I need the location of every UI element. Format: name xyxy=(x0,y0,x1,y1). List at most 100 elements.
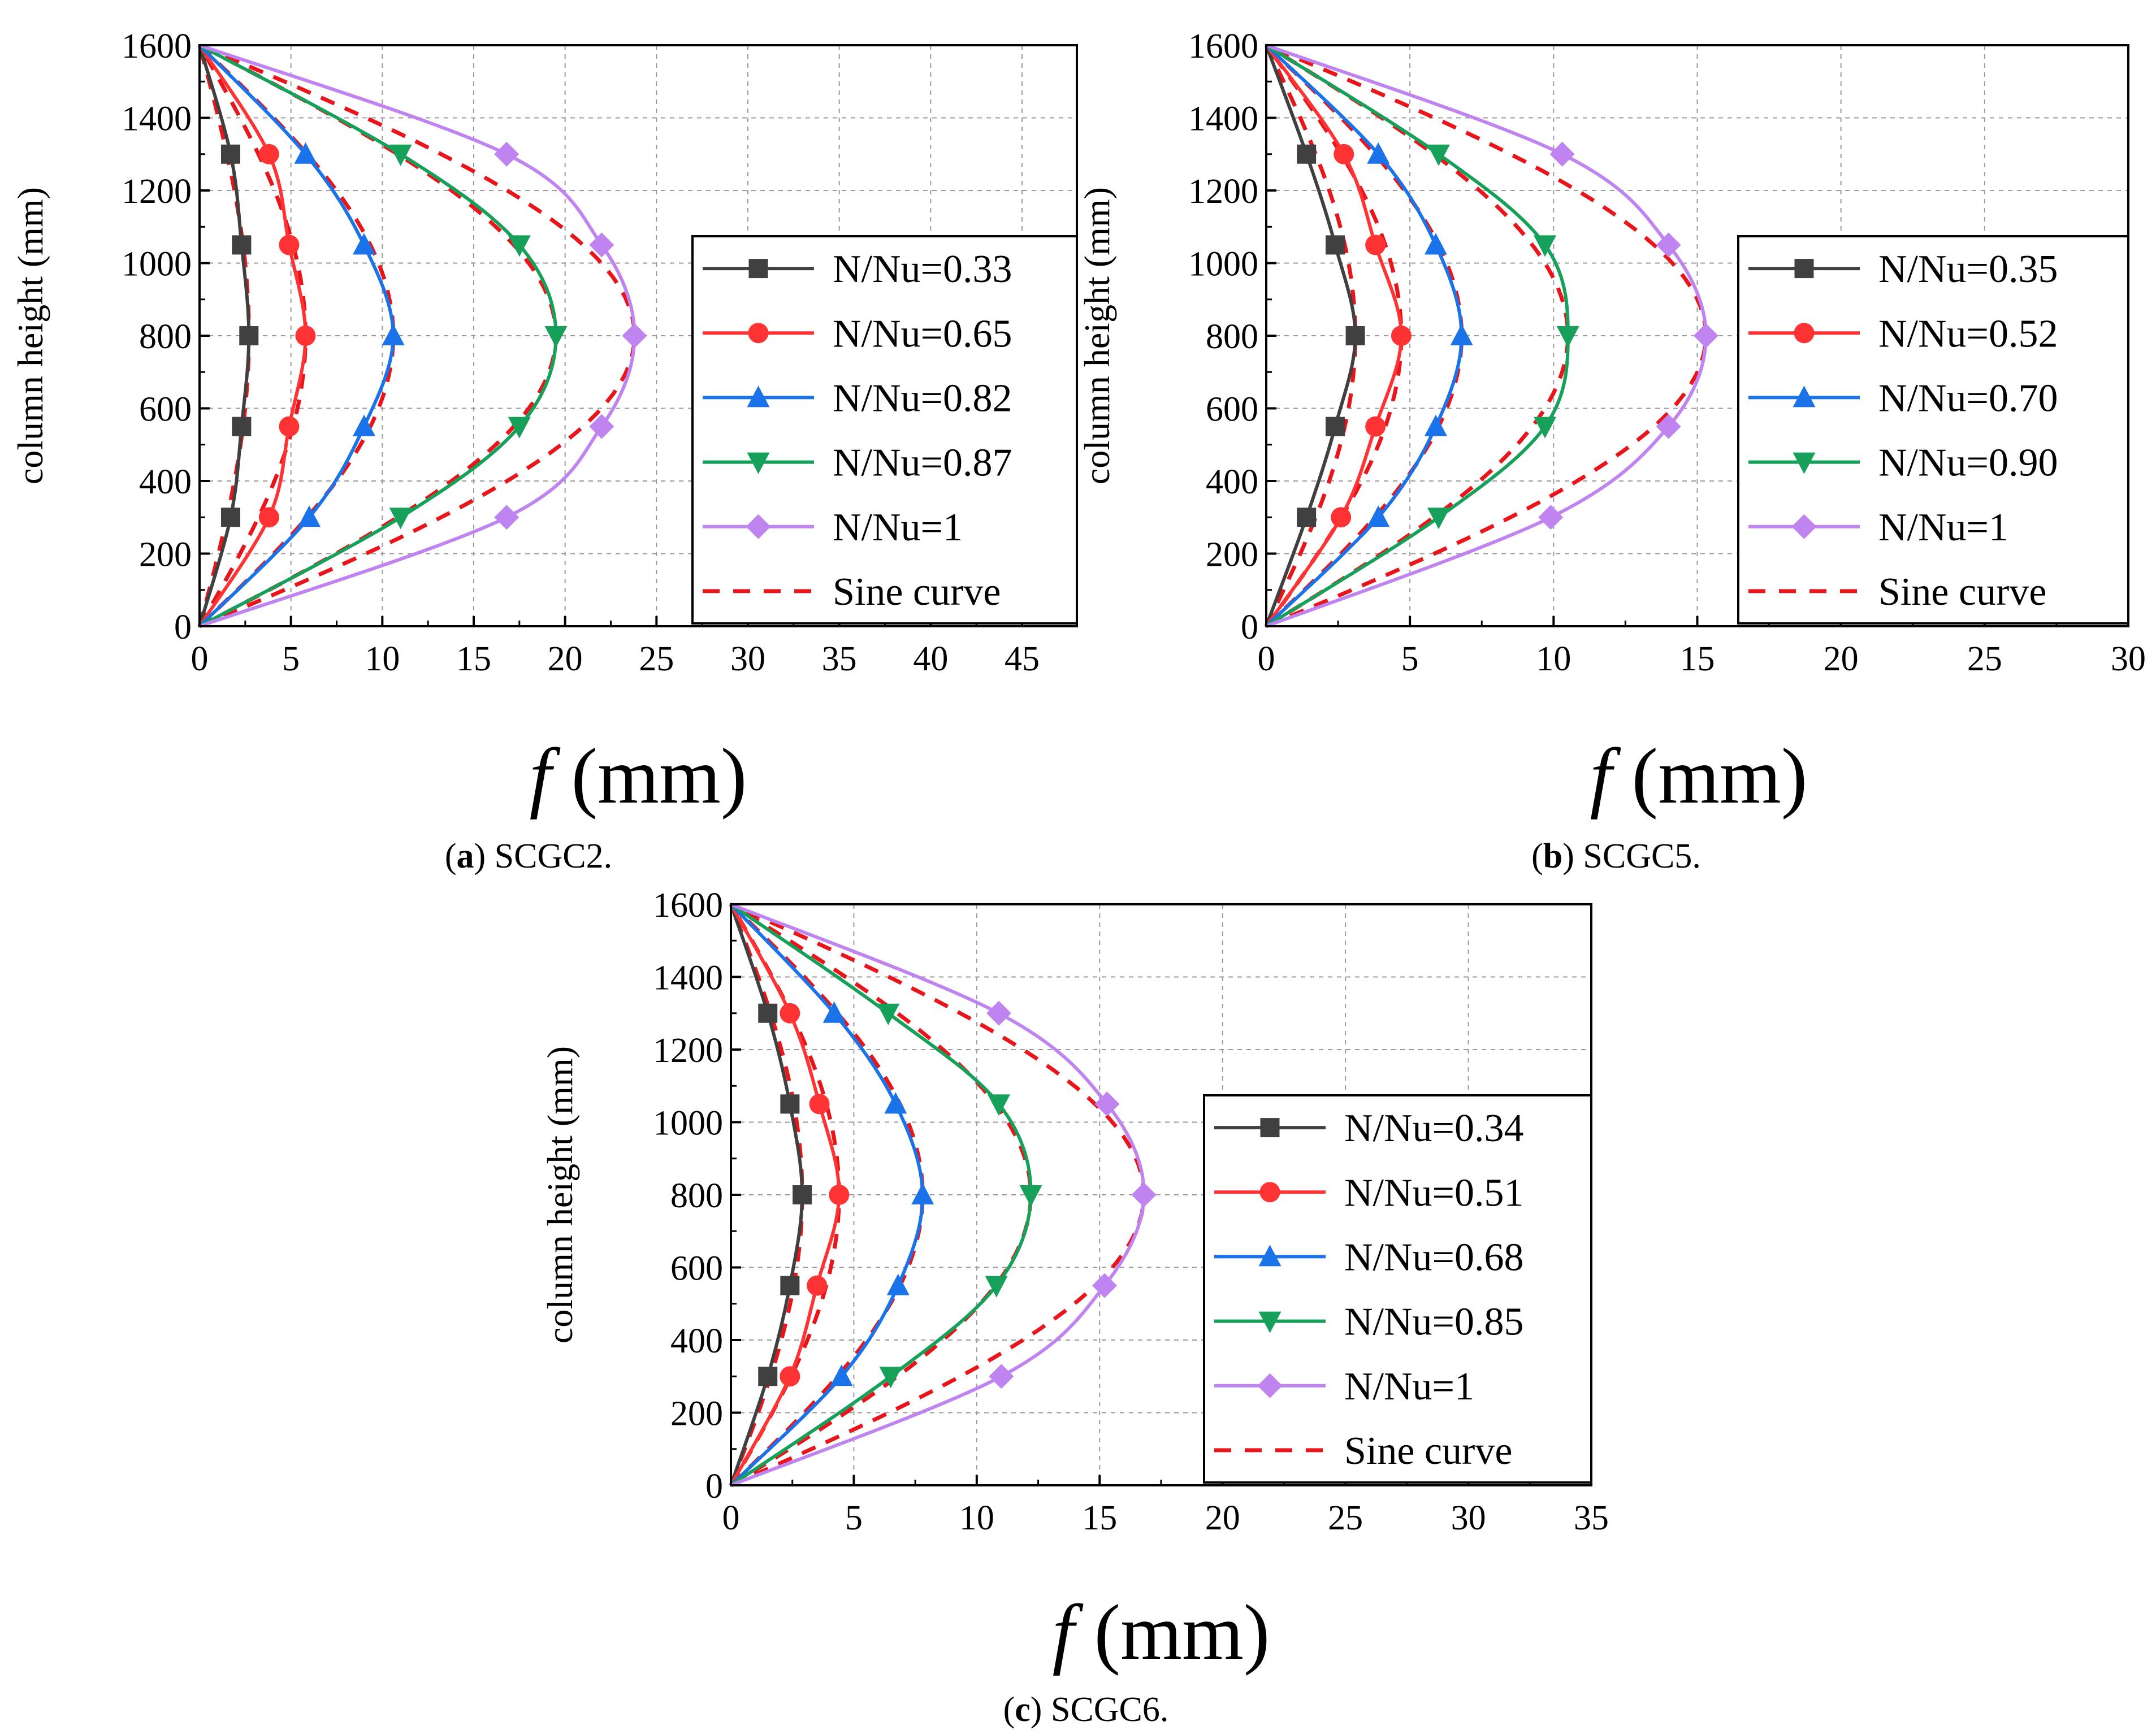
series-n-nu-0-65 xyxy=(198,44,316,627)
legend-box xyxy=(1203,1094,1592,1484)
data-point xyxy=(1693,323,1718,348)
y-tick-label: 200 xyxy=(139,536,192,574)
y-tick-label: 0 xyxy=(705,1467,723,1506)
x-axis-label: f (mm) xyxy=(530,732,747,820)
data-point xyxy=(1094,1091,1120,1117)
legend-label: N/Nu=0.90 xyxy=(1878,441,2058,485)
caption-a-text: SCGC2. xyxy=(495,837,612,875)
y-tick-label: 1600 xyxy=(1188,27,1258,66)
y-tick-label: 0 xyxy=(1241,608,1258,647)
data-point xyxy=(1534,235,1557,257)
data-point xyxy=(1365,235,1386,255)
data-point xyxy=(879,1367,902,1389)
data-point xyxy=(1297,508,1317,527)
y-tick-label: 1000 xyxy=(122,245,192,284)
series-n-nu-0-82 xyxy=(198,44,405,628)
data-point xyxy=(758,1003,778,1023)
data-point xyxy=(382,324,405,345)
caption-b-text: SCGC5. xyxy=(1583,837,1700,875)
data-point xyxy=(1538,505,1564,530)
data-point xyxy=(780,1003,800,1024)
legend-label: N/Nu=0.87 xyxy=(833,441,1012,485)
data-point xyxy=(353,233,375,255)
data-point xyxy=(544,326,568,348)
data-point xyxy=(780,1094,800,1114)
x-tick-label: 15 xyxy=(1082,1499,1117,1537)
series-n-nu-1 xyxy=(198,44,647,628)
data-point xyxy=(830,1364,853,1386)
legend: N/Nu=0.33 N/Nu=0.65 N/Nu=0.82 N/Nu=0.87 N/Nu… xyxy=(691,235,1078,625)
y-tick-label: 400 xyxy=(139,463,192,501)
y-tick-label: 400 xyxy=(1206,463,1258,501)
legend-marker xyxy=(1257,1373,1283,1398)
y-axis-ticks: 0 200 400 600 800 1000 1200 1400 1600 xyxy=(1188,27,1276,647)
data-point xyxy=(1326,235,1345,255)
legend-marker xyxy=(746,514,771,539)
series-n-nu-0-52 xyxy=(1265,44,1412,627)
legend-label: N/Nu=0.65 xyxy=(833,312,1012,356)
chart-panel-a: 0 5 10 15 20 25 30 35 40 45 0 200 400 600 800 1000 1200 1… xyxy=(10,27,1078,820)
y-axis-ticks: 0 200 400 600 800 1000 1200 1400 1600 xyxy=(122,27,210,647)
y-tick-label: 800 xyxy=(670,1177,723,1215)
data-point xyxy=(829,1185,850,1205)
legend-marker xyxy=(1791,514,1817,539)
data-point xyxy=(1345,326,1365,345)
data-point xyxy=(809,1094,830,1115)
y-tick-label: 800 xyxy=(139,318,192,356)
data-point xyxy=(220,144,240,164)
series-n-nu-0-34 xyxy=(729,904,812,1486)
data-point xyxy=(1131,1182,1157,1207)
legend-item: N/Nu=0.82 xyxy=(703,376,1012,420)
y-axis-label: column height (mm) xyxy=(540,1046,580,1343)
x-tick-label: 20 xyxy=(1205,1499,1240,1537)
chart-panel-c: 0 5 10 15 20 25 30 35 0 200 400 600 800 1000 1200 1400 1… xyxy=(540,886,1609,1676)
data-point xyxy=(389,508,412,530)
series-n-nu-1 xyxy=(730,903,1157,1487)
y-tick-label: 800 xyxy=(1206,318,1258,356)
legend-item: N/Nu=0.52 xyxy=(1748,312,2058,356)
legend-label: Sine curve xyxy=(833,570,1001,614)
legend-label: Sine curve xyxy=(1344,1429,1512,1473)
data-point xyxy=(985,1276,1008,1298)
y-tick-label: 1400 xyxy=(653,959,723,998)
legend-item: N/Nu=0.68 xyxy=(1214,1236,1524,1279)
y-tick-label: 1200 xyxy=(1188,172,1258,211)
legend-label: N/Nu=1 xyxy=(833,506,963,549)
data-point xyxy=(1092,1273,1117,1298)
x-tick-label: 15 xyxy=(456,640,491,678)
legend-marker xyxy=(1793,385,1816,408)
x-tick-label: 20 xyxy=(1824,640,1859,678)
legend-item: N/Nu=0.33 xyxy=(703,248,1012,291)
series-n-nu-0-85 xyxy=(730,903,1042,1487)
legend-label: N/Nu=0.51 xyxy=(1344,1171,1524,1215)
sine-curve-line xyxy=(730,903,1033,1487)
data-point xyxy=(622,323,647,348)
legend-marker xyxy=(1794,323,1815,344)
caption-b-letter: b xyxy=(1543,837,1562,875)
legend-label: N/Nu=0.33 xyxy=(833,248,1012,291)
y-axis-ticks: 0 200 400 600 800 1000 1200 1400 1600 xyxy=(653,886,741,1506)
legend-marker xyxy=(1259,1182,1280,1203)
legend-marker xyxy=(1793,452,1816,474)
legend-marker xyxy=(1258,1311,1282,1333)
data-point xyxy=(1656,414,1681,439)
y-tick-label: 600 xyxy=(139,391,192,429)
x-axis-ticks: 0 5 10 15 20 25 30 35 40 45 xyxy=(191,616,1040,678)
legend-label: N/Nu=1 xyxy=(1878,506,2008,549)
legend-marker xyxy=(748,323,769,344)
caption-c: (c) SCGC6. xyxy=(1003,1690,1169,1729)
legend-label: Sine curve xyxy=(1878,570,2046,614)
x-tick-label: 35 xyxy=(822,640,857,678)
data-point xyxy=(884,1092,907,1114)
data-point xyxy=(986,1000,1011,1026)
legend-marker xyxy=(747,452,770,474)
data-point xyxy=(822,1001,846,1023)
data-point xyxy=(220,508,240,527)
data-point xyxy=(494,141,519,167)
y-tick-label: 1600 xyxy=(653,886,723,925)
x-tick-label: 0 xyxy=(191,640,209,678)
data-point xyxy=(1391,326,1412,346)
legend-marker xyxy=(1794,259,1814,279)
data-point xyxy=(1326,417,1345,436)
